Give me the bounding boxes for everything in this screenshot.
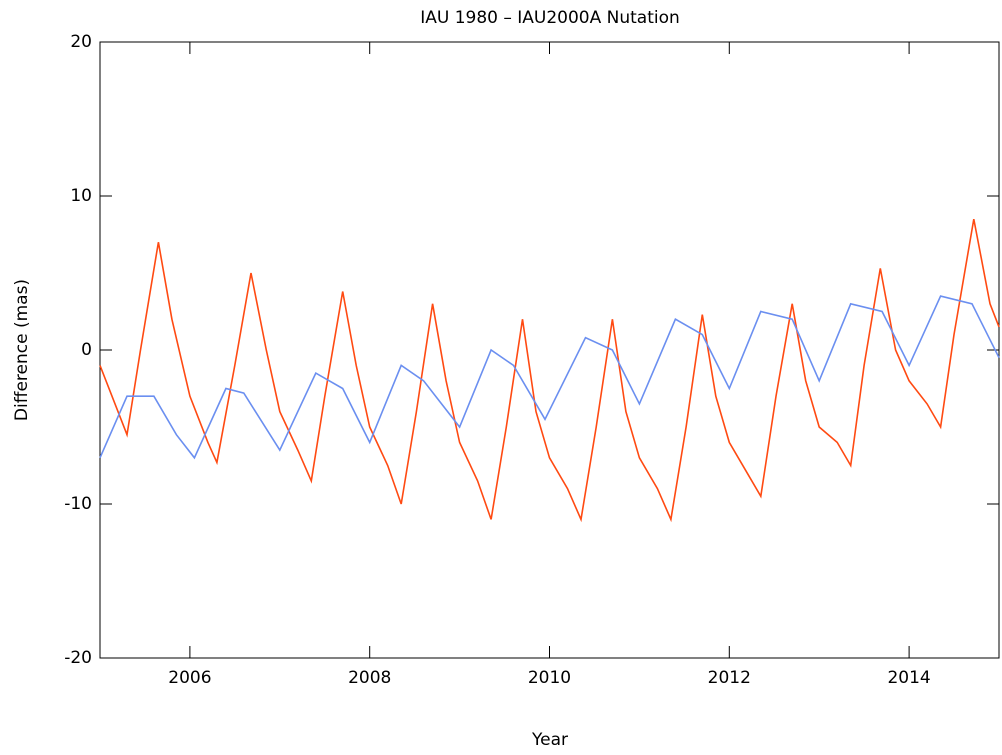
- x-tick-label: 2012: [708, 668, 751, 688]
- plot-frame: [99, 41, 1000, 659]
- y-tick-label: -10: [64, 494, 92, 514]
- x-tick-label: 2010: [528, 668, 571, 688]
- y-axis-label: Difference (mas): [12, 279, 32, 421]
- x-tick-label: 2008: [348, 668, 391, 688]
- data-line: [99, 295, 1000, 460]
- y-tick-label: 0: [81, 340, 92, 360]
- y-tick-label: 10: [70, 186, 92, 206]
- y-tick-label: -20: [64, 648, 92, 668]
- data-line: [99, 218, 1000, 523]
- chart-title: IAU 1980 – IAU2000A Nutation: [420, 8, 680, 28]
- y-tick-label: 20: [70, 32, 92, 52]
- x-axis-label: Year: [531, 730, 568, 750]
- x-tick-label: 2006: [168, 668, 211, 688]
- x-tick-label: 2014: [887, 668, 930, 688]
